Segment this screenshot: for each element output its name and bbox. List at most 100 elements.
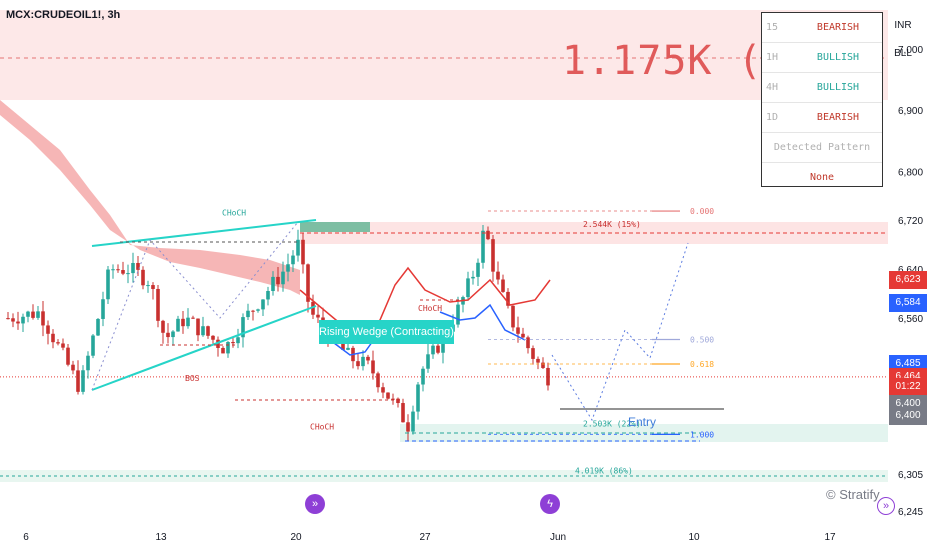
chart-annotation: CHoCH	[222, 208, 246, 217]
y-tick-label: 6,720	[898, 216, 923, 227]
candle-body	[411, 411, 415, 432]
candle-body	[241, 317, 245, 338]
candle-body	[111, 269, 115, 271]
candle-body	[436, 345, 440, 353]
symbol-title[interactable]: MCX:CRUDEOIL1!, 3h	[6, 9, 121, 21]
candle-body	[466, 278, 470, 298]
candle-body	[261, 299, 265, 310]
watermark: © Stratify	[826, 487, 880, 502]
chart-annotation: 2.503K (22%)	[583, 419, 641, 428]
candle-body	[161, 320, 165, 333]
settings-icon[interactable]: »	[877, 497, 895, 515]
envelope-lower	[329, 303, 526, 356]
candle-body	[386, 392, 390, 399]
resistance-cloud	[0, 100, 300, 295]
candle-body	[381, 387, 385, 393]
candle-body	[506, 291, 510, 306]
rising-wedge-label: Rising Wedge (Contracting)	[319, 320, 454, 344]
candle-body	[131, 262, 135, 274]
candle-body	[341, 342, 345, 350]
candle-body	[286, 264, 290, 272]
candle-body	[511, 305, 515, 328]
candle-body	[71, 364, 75, 371]
chart-annotation: 4.019K (86%)	[575, 467, 633, 476]
candle-body	[181, 318, 185, 327]
forward-arrows-icon[interactable]: »	[305, 494, 325, 514]
candle-body	[296, 239, 300, 256]
candle-body	[496, 271, 500, 280]
candle-body	[116, 269, 120, 271]
x-tick-label: 20	[290, 532, 302, 543]
candle-body	[21, 316, 25, 324]
status-row-1h: 1H BULLISH	[762, 43, 882, 73]
y-tick-label: 7,000	[898, 45, 923, 56]
chart-annotation: 2.544K (15%)	[583, 220, 641, 229]
trend-status-table: 15 BEARISH 1H BULLISH 4H BULLISH 1D BEAR…	[761, 12, 883, 187]
candle-body	[476, 262, 480, 277]
candle-body	[46, 325, 50, 334]
candle-body	[141, 269, 145, 286]
x-tick-label: 10	[688, 532, 700, 543]
candle-body	[231, 341, 235, 344]
status-row-4h: 4H BULLISH	[762, 73, 882, 103]
candle-body	[36, 311, 40, 318]
candle-body	[66, 347, 70, 365]
x-tick-label: Jun	[550, 532, 566, 543]
candle-body	[251, 310, 255, 312]
candle-body	[16, 321, 20, 324]
supply-zone-band	[0, 10, 888, 100]
fib-label: 0.000	[690, 207, 714, 216]
status-row-1d: 1D BEARISH	[762, 103, 882, 133]
currency-label: INR	[894, 20, 912, 31]
candle-body	[456, 304, 460, 325]
candle-body	[471, 276, 475, 279]
currency-unit-panel[interactable]: INR BLL	[888, 12, 918, 68]
price-tag: 6,400	[889, 407, 927, 425]
zigzag-line	[91, 221, 299, 391]
candle-body	[281, 271, 285, 285]
candle-body	[291, 255, 295, 265]
candle-body	[271, 276, 275, 292]
candle-body	[11, 318, 15, 322]
candle-body	[366, 356, 370, 361]
wedge-lower-line	[91, 305, 317, 391]
candle-body	[376, 373, 380, 388]
candle-body	[421, 368, 425, 385]
chart-annotation: CHoCH	[310, 422, 334, 431]
candle-body	[516, 327, 520, 334]
lightning-icon[interactable]: ϟ	[540, 494, 560, 514]
status-signal: BULLISH	[816, 52, 860, 63]
candle-body	[186, 317, 190, 327]
candle-body	[196, 318, 200, 336]
fib-label: 0.618	[690, 360, 714, 369]
status-timeframe: 4H	[766, 82, 779, 93]
candle-body	[121, 270, 125, 274]
x-tick-label: 27	[419, 532, 431, 543]
candle-body	[306, 264, 310, 302]
wedge-upper-line	[91, 219, 317, 247]
candle-body	[76, 370, 80, 392]
supply-zone-mid-bull	[300, 222, 370, 232]
candle-body	[6, 318, 10, 320]
candle-body	[206, 326, 210, 336]
price-tag: 01:22	[889, 378, 927, 397]
candle-body	[191, 317, 195, 319]
candle-body	[61, 343, 65, 348]
candle-body	[401, 403, 405, 423]
candle-body	[431, 345, 435, 355]
candle-body	[356, 361, 360, 367]
candle-body	[541, 362, 545, 368]
x-tick-label: 6	[23, 532, 29, 543]
candle-body	[26, 311, 30, 317]
candle-body	[91, 335, 95, 356]
candle-body	[151, 285, 155, 289]
x-tick-label: 17	[824, 532, 836, 543]
candle-body	[146, 285, 150, 287]
candle-body	[371, 360, 375, 374]
price-tag: 6,584	[889, 294, 927, 313]
chart-annotation: BOS	[185, 374, 200, 383]
candle-body	[536, 358, 540, 363]
status-timeframe: 1D	[766, 112, 779, 123]
candle-body	[81, 370, 85, 392]
status-row-15: 15 BEARISH	[762, 13, 882, 43]
